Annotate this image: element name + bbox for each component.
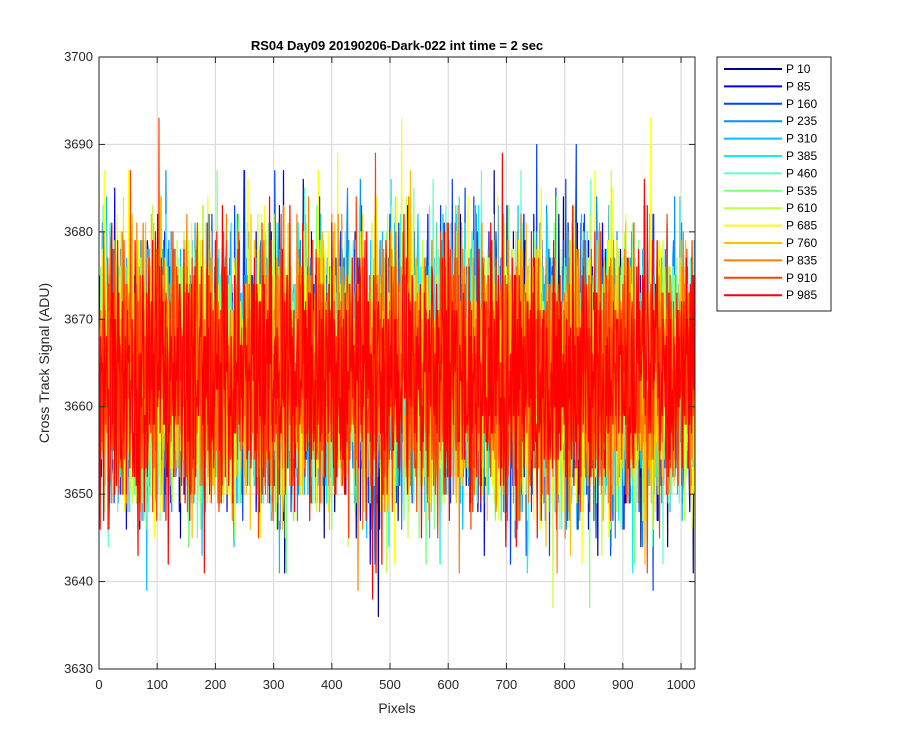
- y-tick-label: 3660: [64, 399, 93, 414]
- legend-label: P 610: [786, 201, 817, 215]
- legend-label: P 910: [786, 271, 817, 285]
- x-tick-label: 800: [554, 677, 576, 692]
- x-tick-label: 200: [205, 677, 227, 692]
- y-axis-label: Cross Track Signal (ADU): [36, 283, 52, 443]
- legend-label: P 760: [786, 236, 817, 250]
- chart-title: RS04 Day09 20190206-Dark-022 int time = …: [251, 38, 543, 53]
- x-tick-label: 1000: [667, 677, 696, 692]
- legend-label: P 460: [786, 166, 817, 180]
- x-tick-label: 100: [146, 677, 168, 692]
- x-tick-label: 300: [263, 677, 285, 692]
- series-line: [99, 152, 695, 600]
- legend-box: [716, 56, 832, 312]
- legend-label: P 835: [786, 253, 817, 267]
- x-axis-label: Pixels: [378, 700, 415, 716]
- legend-label: P 10: [786, 62, 811, 76]
- series-lines: [99, 117, 695, 618]
- y-tick-label: 3670: [64, 311, 93, 326]
- y-tick-label: 3640: [64, 574, 93, 589]
- legend-label: P 310: [786, 132, 817, 146]
- x-tick-label: 500: [379, 677, 401, 692]
- x-tick-label: 900: [612, 677, 634, 692]
- legend-label: P 85: [786, 79, 811, 93]
- x-tick-label: 400: [321, 677, 343, 692]
- y-tick-label: 3630: [64, 661, 93, 676]
- legend: P 10 P 85 P 160 P 235 P 310 P 385 P 460 P 535 P …: [716, 56, 832, 312]
- y-tick-label: 3680: [64, 224, 93, 239]
- legend-label: P 535: [786, 184, 817, 198]
- legend-label: P 160: [786, 97, 817, 111]
- axis-ticks: 0 100 200 300 400 500 600 700 800 900 1000 3630 3640…: [64, 49, 695, 692]
- y-tick-label: 3650: [64, 486, 93, 501]
- legend-label: P 985: [786, 288, 817, 302]
- y-tick-label: 3690: [64, 136, 93, 151]
- legend-label: P 385: [786, 149, 817, 163]
- legend-label: P 685: [786, 219, 817, 233]
- x-tick-label: 0: [95, 677, 102, 692]
- y-tick-label: 3700: [64, 49, 93, 64]
- legend-label: P 235: [786, 114, 817, 128]
- x-tick-label: 600: [437, 677, 459, 692]
- plot-frame: [98, 56, 696, 670]
- x-tick-label: 700: [496, 677, 518, 692]
